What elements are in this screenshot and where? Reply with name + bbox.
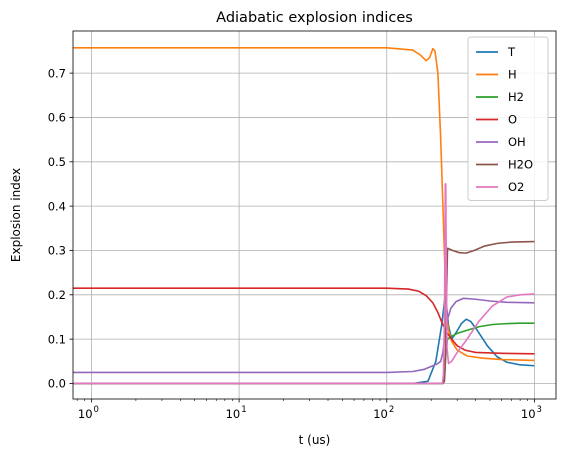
- legend-box: [467, 36, 549, 201]
- y-tick-label: 0.0: [48, 377, 66, 391]
- series-line-h2o: [73, 240, 535, 385]
- legend-label: OH: [508, 135, 526, 149]
- series-line-o: [73, 287, 535, 355]
- series-line-oh: [73, 297, 535, 374]
- series-lines: [73, 47, 535, 385]
- legend-label: H2: [508, 90, 524, 104]
- y-tick-label: 0.2: [48, 288, 66, 302]
- y-axis-label: Explosion index: [9, 168, 23, 262]
- series-line-o2: [73, 183, 535, 385]
- series-line-h: [73, 47, 535, 362]
- y-tick-label: 0.5: [48, 155, 66, 169]
- legend-label: H2O: [508, 158, 533, 172]
- y-tick-label: 0.7: [48, 66, 66, 80]
- legend-label: H: [508, 68, 517, 82]
- y-tick-label: 0.3: [48, 244, 66, 258]
- legend-label: O2: [508, 180, 524, 194]
- plot-frame: [72, 30, 557, 400]
- y-tick-label: 0.1: [48, 332, 66, 346]
- x-axis-label: t (us): [299, 433, 331, 447]
- y-tick-label: 0.4: [48, 199, 66, 213]
- y-tick-label: 0.6: [48, 111, 66, 125]
- series-line-t: [73, 296, 535, 385]
- legend-label: T: [507, 45, 516, 59]
- grid: [73, 31, 556, 399]
- legend-label: O: [508, 113, 517, 127]
- chart-title: Adiabatic explosion indices: [216, 10, 413, 26]
